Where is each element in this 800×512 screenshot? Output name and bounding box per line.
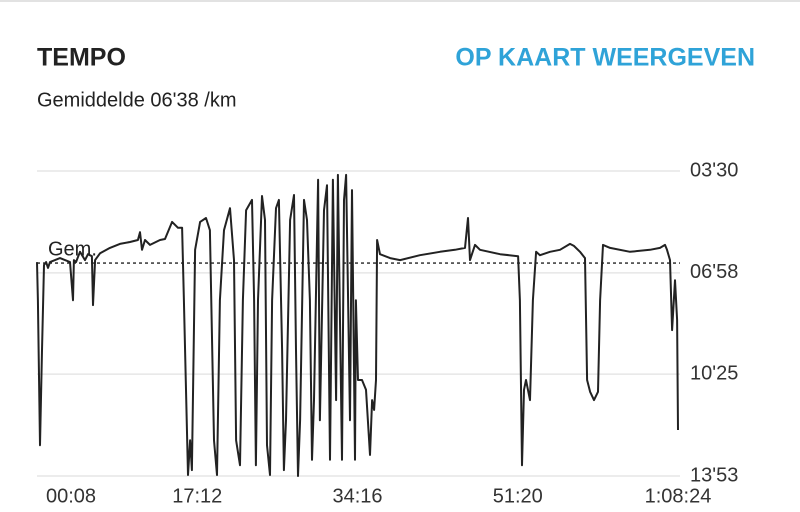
- pace-line: [36, 173, 679, 477]
- y-tick-label: 06'58: [690, 261, 738, 283]
- y-tick-label: 13'53: [690, 464, 738, 486]
- x-tick-label: 00:08: [46, 485, 96, 507]
- average-label: Gem.: [48, 238, 97, 260]
- x-tick-label: 34:16: [332, 485, 382, 507]
- x-tick-label: 1:08:24: [645, 485, 712, 507]
- x-tick-label: 51:20: [493, 485, 543, 507]
- section-title: TEMPO: [37, 44, 126, 72]
- map-link[interactable]: OP KAART WEERGEVEN: [455, 44, 755, 72]
- x-tick-label: 17:12: [172, 485, 222, 507]
- y-tick-label: 10'25: [690, 362, 738, 384]
- subtitle: Gemiddelde 06'38 /km: [37, 89, 236, 111]
- y-tick-label: 03'30: [690, 159, 738, 181]
